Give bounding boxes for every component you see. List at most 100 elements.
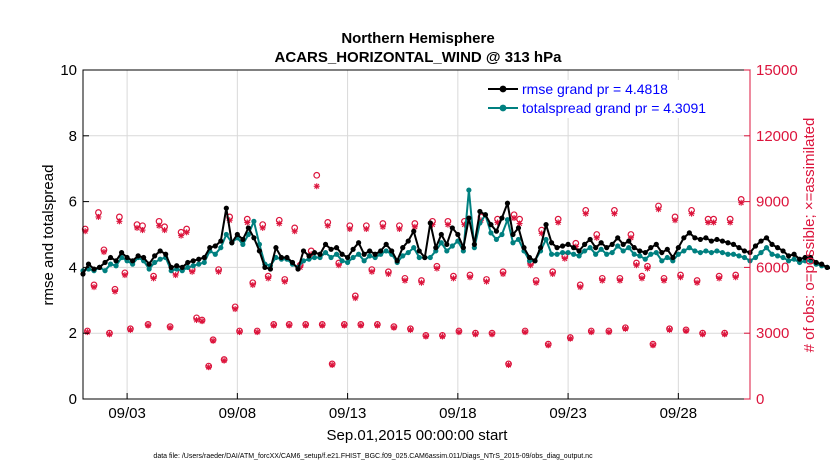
obs-assimilated-stroke bbox=[206, 364, 212, 370]
obs-assimilated-marker bbox=[357, 322, 364, 329]
obs-assimilated-marker bbox=[638, 275, 645, 282]
obs-assimilated-marker bbox=[516, 220, 523, 227]
totalspread-point bbox=[648, 251, 654, 257]
obs-assimilated-stroke bbox=[347, 226, 353, 232]
x-tick-label: 09/23 bbox=[549, 405, 587, 422]
rmse-point bbox=[477, 208, 483, 215]
rmse-point bbox=[631, 245, 637, 251]
obs-assimilated-stroke bbox=[167, 325, 173, 331]
rmse-point bbox=[741, 248, 748, 254]
obs-assimilated-stroke bbox=[260, 225, 266, 231]
rmse-point bbox=[427, 220, 433, 226]
obs-assimilated-stroke bbox=[522, 329, 528, 335]
obs-assimilated-stroke bbox=[545, 342, 551, 348]
obs-assimilated-marker bbox=[221, 357, 228, 364]
obs-assimilated-marker bbox=[588, 329, 595, 336]
obs-assimilated-stroke bbox=[341, 322, 347, 329]
obs-assimilated-stroke bbox=[150, 275, 157, 282]
obs-assimilated-marker bbox=[95, 213, 102, 220]
totalspread-point bbox=[548, 251, 555, 257]
obs-assimilated-stroke bbox=[683, 328, 689, 334]
rmse-point bbox=[416, 248, 422, 254]
obs-assimilated-stroke bbox=[423, 333, 429, 340]
totalspread-point bbox=[559, 249, 566, 256]
rmse-point bbox=[212, 243, 218, 249]
obs-assimilated-stroke bbox=[369, 269, 375, 275]
rmse-point bbox=[620, 241, 626, 247]
obs-assimilated-marker bbox=[172, 272, 179, 279]
y-axis-left-title: rmse and totalspread bbox=[40, 165, 57, 306]
totalspread-point bbox=[416, 254, 422, 261]
totalspread-point bbox=[311, 254, 318, 261]
obs-assimilated-stroke bbox=[236, 329, 243, 335]
obs-assimilated-stroke bbox=[254, 329, 260, 335]
obs-assimilated-stroke bbox=[250, 282, 256, 288]
obs-assimilated-marker bbox=[313, 183, 320, 190]
rmse-point bbox=[124, 254, 130, 261]
rmse-point bbox=[102, 259, 108, 266]
series-layer bbox=[80, 187, 830, 277]
totalspread-point bbox=[620, 248, 626, 254]
obs-assimilated-marker bbox=[346, 226, 353, 233]
obs-assimilated-marker bbox=[593, 234, 600, 241]
obs-assimilated-stroke bbox=[127, 327, 134, 333]
rmse-point bbox=[240, 236, 246, 243]
obs-assimilated-marker bbox=[396, 226, 403, 233]
rmse-point bbox=[449, 225, 455, 231]
obs-assimilated-stroke bbox=[161, 227, 168, 233]
obs-assimilated-marker bbox=[145, 322, 152, 329]
obs-assimilated-marker bbox=[210, 337, 217, 344]
obs-assimilated-marker bbox=[561, 255, 568, 262]
rmse-point bbox=[703, 235, 709, 241]
obs-assimilated-stroke bbox=[494, 219, 501, 226]
totalspread-point bbox=[708, 249, 715, 256]
obs-assimilated-stroke bbox=[733, 274, 739, 280]
rmse-point bbox=[813, 259, 819, 266]
rmse-point bbox=[234, 231, 240, 238]
obs-assimilated-marker bbox=[193, 317, 200, 324]
obs-assimilated-marker bbox=[270, 322, 277, 329]
obs-assimilated-marker bbox=[444, 221, 451, 228]
obs-assimilated-stroke bbox=[562, 255, 568, 262]
rmse-point bbox=[808, 254, 814, 261]
obs-assimilated-marker bbox=[116, 218, 123, 225]
obs-assimilated-stroke bbox=[505, 362, 512, 368]
obs-assimilated-stroke bbox=[380, 224, 386, 230]
obs-assimilated-stroke bbox=[655, 206, 662, 212]
totalspread-point bbox=[251, 218, 257, 224]
obs-assimilated-marker bbox=[644, 265, 651, 272]
obs-assimilated-stroke bbox=[606, 329, 612, 335]
obs-assimilated-marker bbox=[401, 277, 408, 284]
totalspread-point bbox=[339, 258, 345, 264]
obs-assimilated-stroke bbox=[183, 229, 190, 235]
rmse-point bbox=[736, 245, 742, 251]
totalspread-point bbox=[411, 245, 417, 251]
rmse-point bbox=[378, 248, 384, 254]
legend-rmse-label: rmse grand pr = 4.4818 bbox=[522, 81, 668, 97]
obs-assimilated-marker bbox=[672, 217, 679, 224]
obs-assimilated-marker bbox=[254, 329, 261, 336]
obs-assimilated-marker bbox=[555, 219, 562, 226]
obs-assimilated-stroke bbox=[511, 215, 517, 221]
rmse-point bbox=[587, 236, 593, 243]
totalspread-point bbox=[741, 254, 748, 261]
totalspread-point bbox=[328, 254, 334, 261]
rmse-point bbox=[543, 222, 549, 228]
obs-assimilated-marker bbox=[286, 322, 293, 329]
obs-assimilated-marker bbox=[259, 224, 266, 231]
obs-assimilated-stroke bbox=[352, 295, 358, 301]
obs-assimilated-stroke bbox=[178, 232, 184, 239]
rmse-point bbox=[637, 248, 643, 254]
obs-assimilated-marker bbox=[582, 210, 589, 217]
rmse-point bbox=[141, 254, 147, 261]
rmse-point bbox=[499, 215, 505, 221]
rmse-point bbox=[604, 245, 610, 251]
obs-assimilated-stroke bbox=[122, 272, 128, 278]
obs-layer bbox=[81, 171, 745, 371]
totalspread-point bbox=[223, 231, 229, 238]
obs-assimilated-marker bbox=[385, 270, 392, 277]
totalspread-point bbox=[686, 245, 692, 251]
rmse-point bbox=[113, 258, 119, 264]
totalspread-point bbox=[576, 253, 582, 259]
